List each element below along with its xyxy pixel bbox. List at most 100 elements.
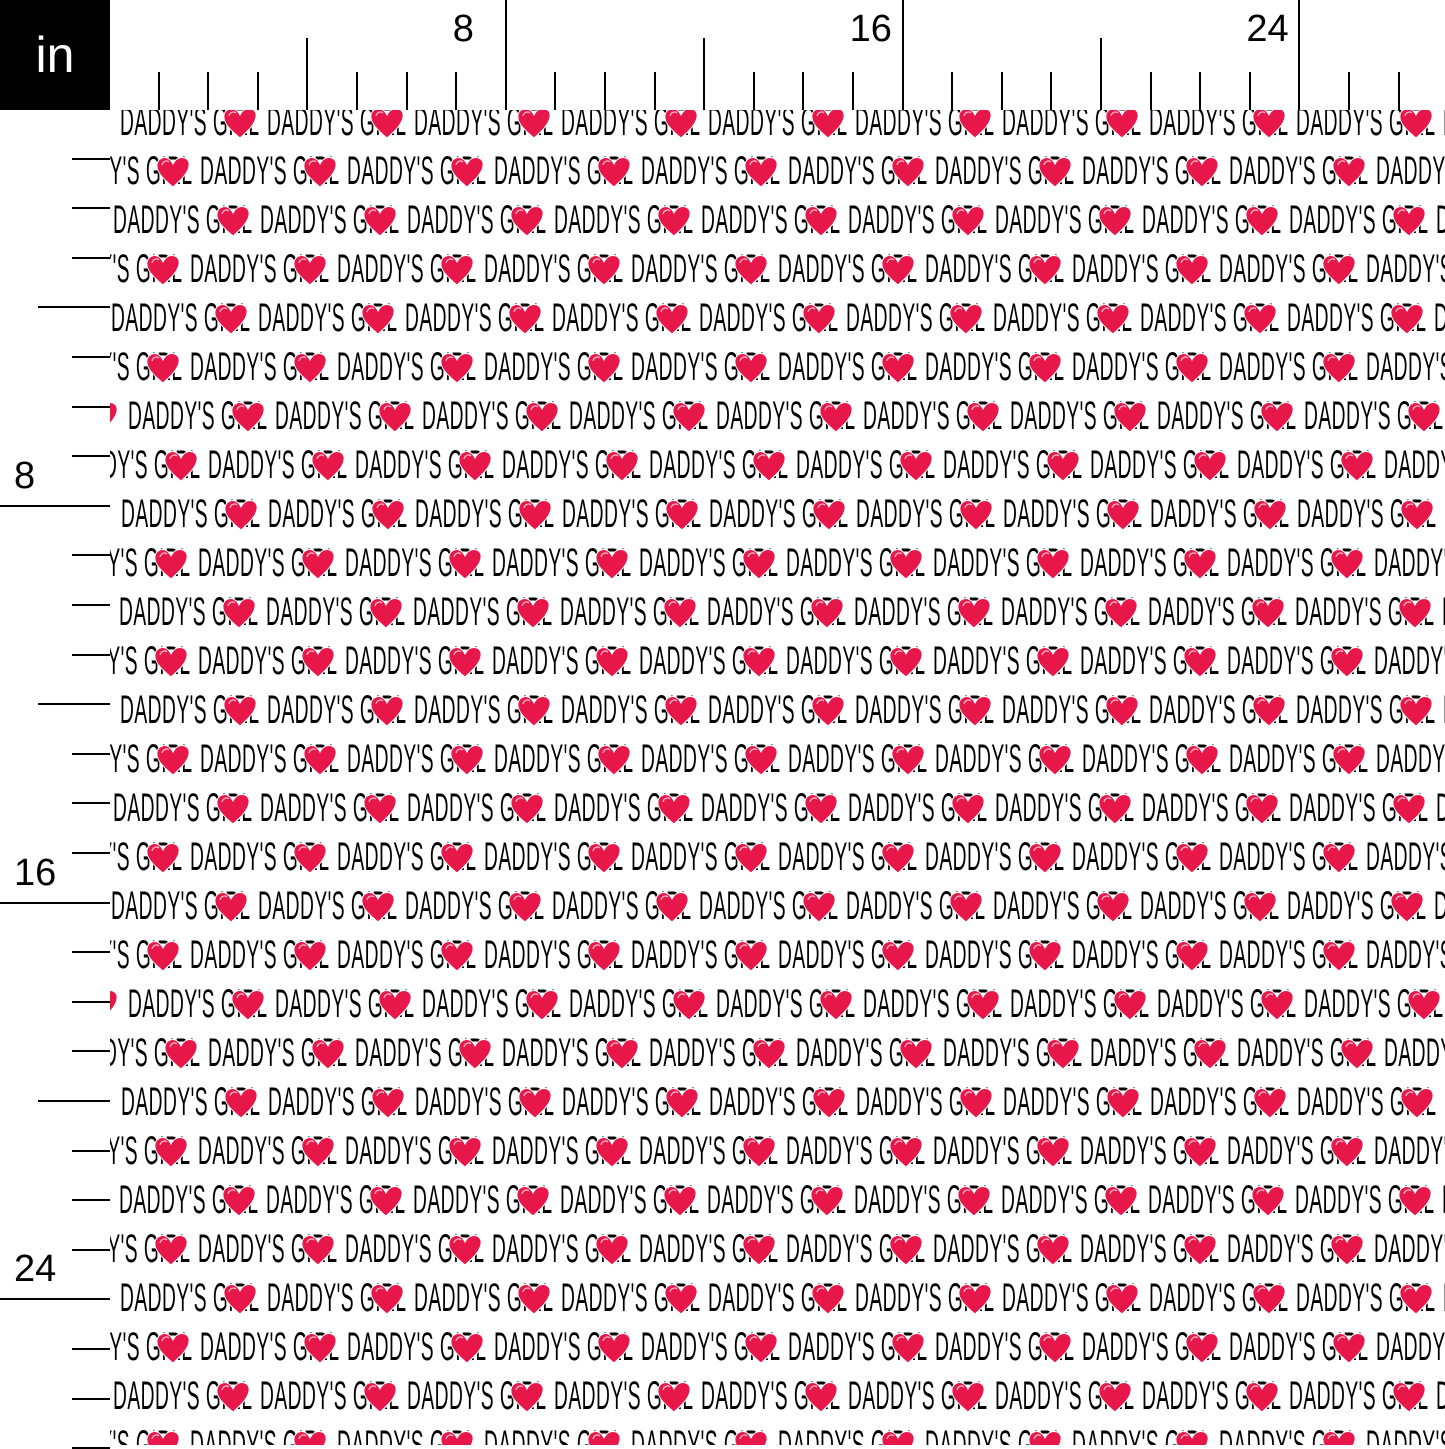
heart-icon (950, 1380, 986, 1414)
heart-icon (1174, 351, 1210, 385)
heart-icon (948, 302, 984, 336)
heart-icon (524, 988, 560, 1022)
heart-icon (517, 498, 553, 532)
heart-icon (663, 694, 699, 728)
heart-icon (1182, 1233, 1218, 1267)
heart-icon (604, 449, 640, 483)
ruler-tick (306, 38, 309, 110)
heart-icon (664, 498, 700, 532)
heart-icon (1035, 1233, 1071, 1267)
ruler-tick (72, 1397, 110, 1400)
heart-icon (1112, 988, 1148, 1022)
heart-icon (810, 694, 846, 728)
heart-icon (1339, 449, 1375, 483)
heart-icon (515, 1184, 551, 1218)
pattern-text: DADDY'S GIRL (1434, 884, 1445, 929)
heart-icon (586, 351, 622, 385)
heart-icon (509, 1380, 545, 1414)
ruler-tick (901, 0, 904, 110)
ruler-tick (554, 72, 557, 110)
pattern-text: DADDY'S GIRL (1434, 296, 1445, 341)
heart-icon (300, 1233, 336, 1267)
heart-icon (957, 110, 993, 140)
heart-icon (741, 547, 777, 581)
heart-icon (300, 547, 336, 581)
heart-icon (362, 1380, 398, 1414)
heart-icon (1331, 743, 1367, 777)
heart-icon (1321, 351, 1357, 385)
heart-icon (1027, 351, 1063, 385)
heart-icon (662, 1184, 698, 1218)
heart-icon (153, 1135, 189, 1169)
heart-icon (751, 449, 787, 483)
heart-icon (447, 1135, 483, 1169)
heart-icon (1097, 204, 1133, 238)
heart-icon (880, 1429, 916, 1445)
heart-icon (803, 792, 839, 826)
heart-icon (223, 1086, 259, 1120)
heart-icon (439, 1429, 475, 1445)
heart-icon (1182, 645, 1218, 679)
heart-icon (145, 841, 181, 875)
heart-icon (515, 596, 551, 630)
heart-icon (1329, 1135, 1365, 1169)
heart-icon (1251, 694, 1287, 728)
heart-icon (1252, 1086, 1288, 1120)
heart-icon (517, 1086, 553, 1120)
ruler-tick (405, 72, 408, 110)
heart-icon (1192, 1037, 1228, 1071)
heart-icon (733, 939, 769, 973)
heart-icon (654, 302, 690, 336)
heart-icon (507, 890, 543, 924)
heart-icon (509, 792, 545, 826)
heart-icon (965, 400, 1001, 434)
heart-icon (369, 1282, 405, 1316)
heart-icon (663, 110, 699, 140)
heart-icon (449, 155, 485, 189)
heart-icon (362, 204, 398, 238)
ruler-tick (157, 72, 160, 110)
heart-icon (733, 1429, 769, 1445)
heart-icon (1184, 155, 1220, 189)
heart-icon (809, 596, 845, 630)
heart-icon (516, 694, 552, 728)
pattern-text: DADDY'S GIRL (1366, 933, 1445, 977)
heart-icon (586, 253, 622, 287)
heart-icon (880, 939, 916, 973)
heart-icon (439, 351, 475, 385)
heart-icon (300, 1135, 336, 1169)
heart-icon (594, 1233, 630, 1267)
heart-icon (449, 743, 485, 777)
heart-icon (222, 1282, 258, 1316)
heart-icon (1242, 890, 1278, 924)
heart-icon (292, 351, 328, 385)
heart-icon (215, 792, 251, 826)
heart-icon (223, 498, 259, 532)
pattern-text: DADDY'S GIRL (1366, 345, 1445, 389)
heart-icon (292, 1429, 328, 1445)
heart-icon (586, 1429, 622, 1445)
heart-icon (360, 890, 396, 924)
heart-icon (1339, 1037, 1375, 1071)
heart-icon (507, 302, 543, 336)
heart-icon (1095, 890, 1131, 924)
ruler-tick (1397, 72, 1400, 110)
heart-icon (663, 1282, 699, 1316)
heart-icon (958, 1086, 994, 1120)
heart-icon (948, 890, 984, 924)
heart-icon (950, 792, 986, 826)
heart-icon (110, 1282, 111, 1316)
heart-icon (594, 547, 630, 581)
heart-icon (110, 1086, 112, 1120)
pattern-text: DADDY'S GIRL (1436, 198, 1445, 243)
